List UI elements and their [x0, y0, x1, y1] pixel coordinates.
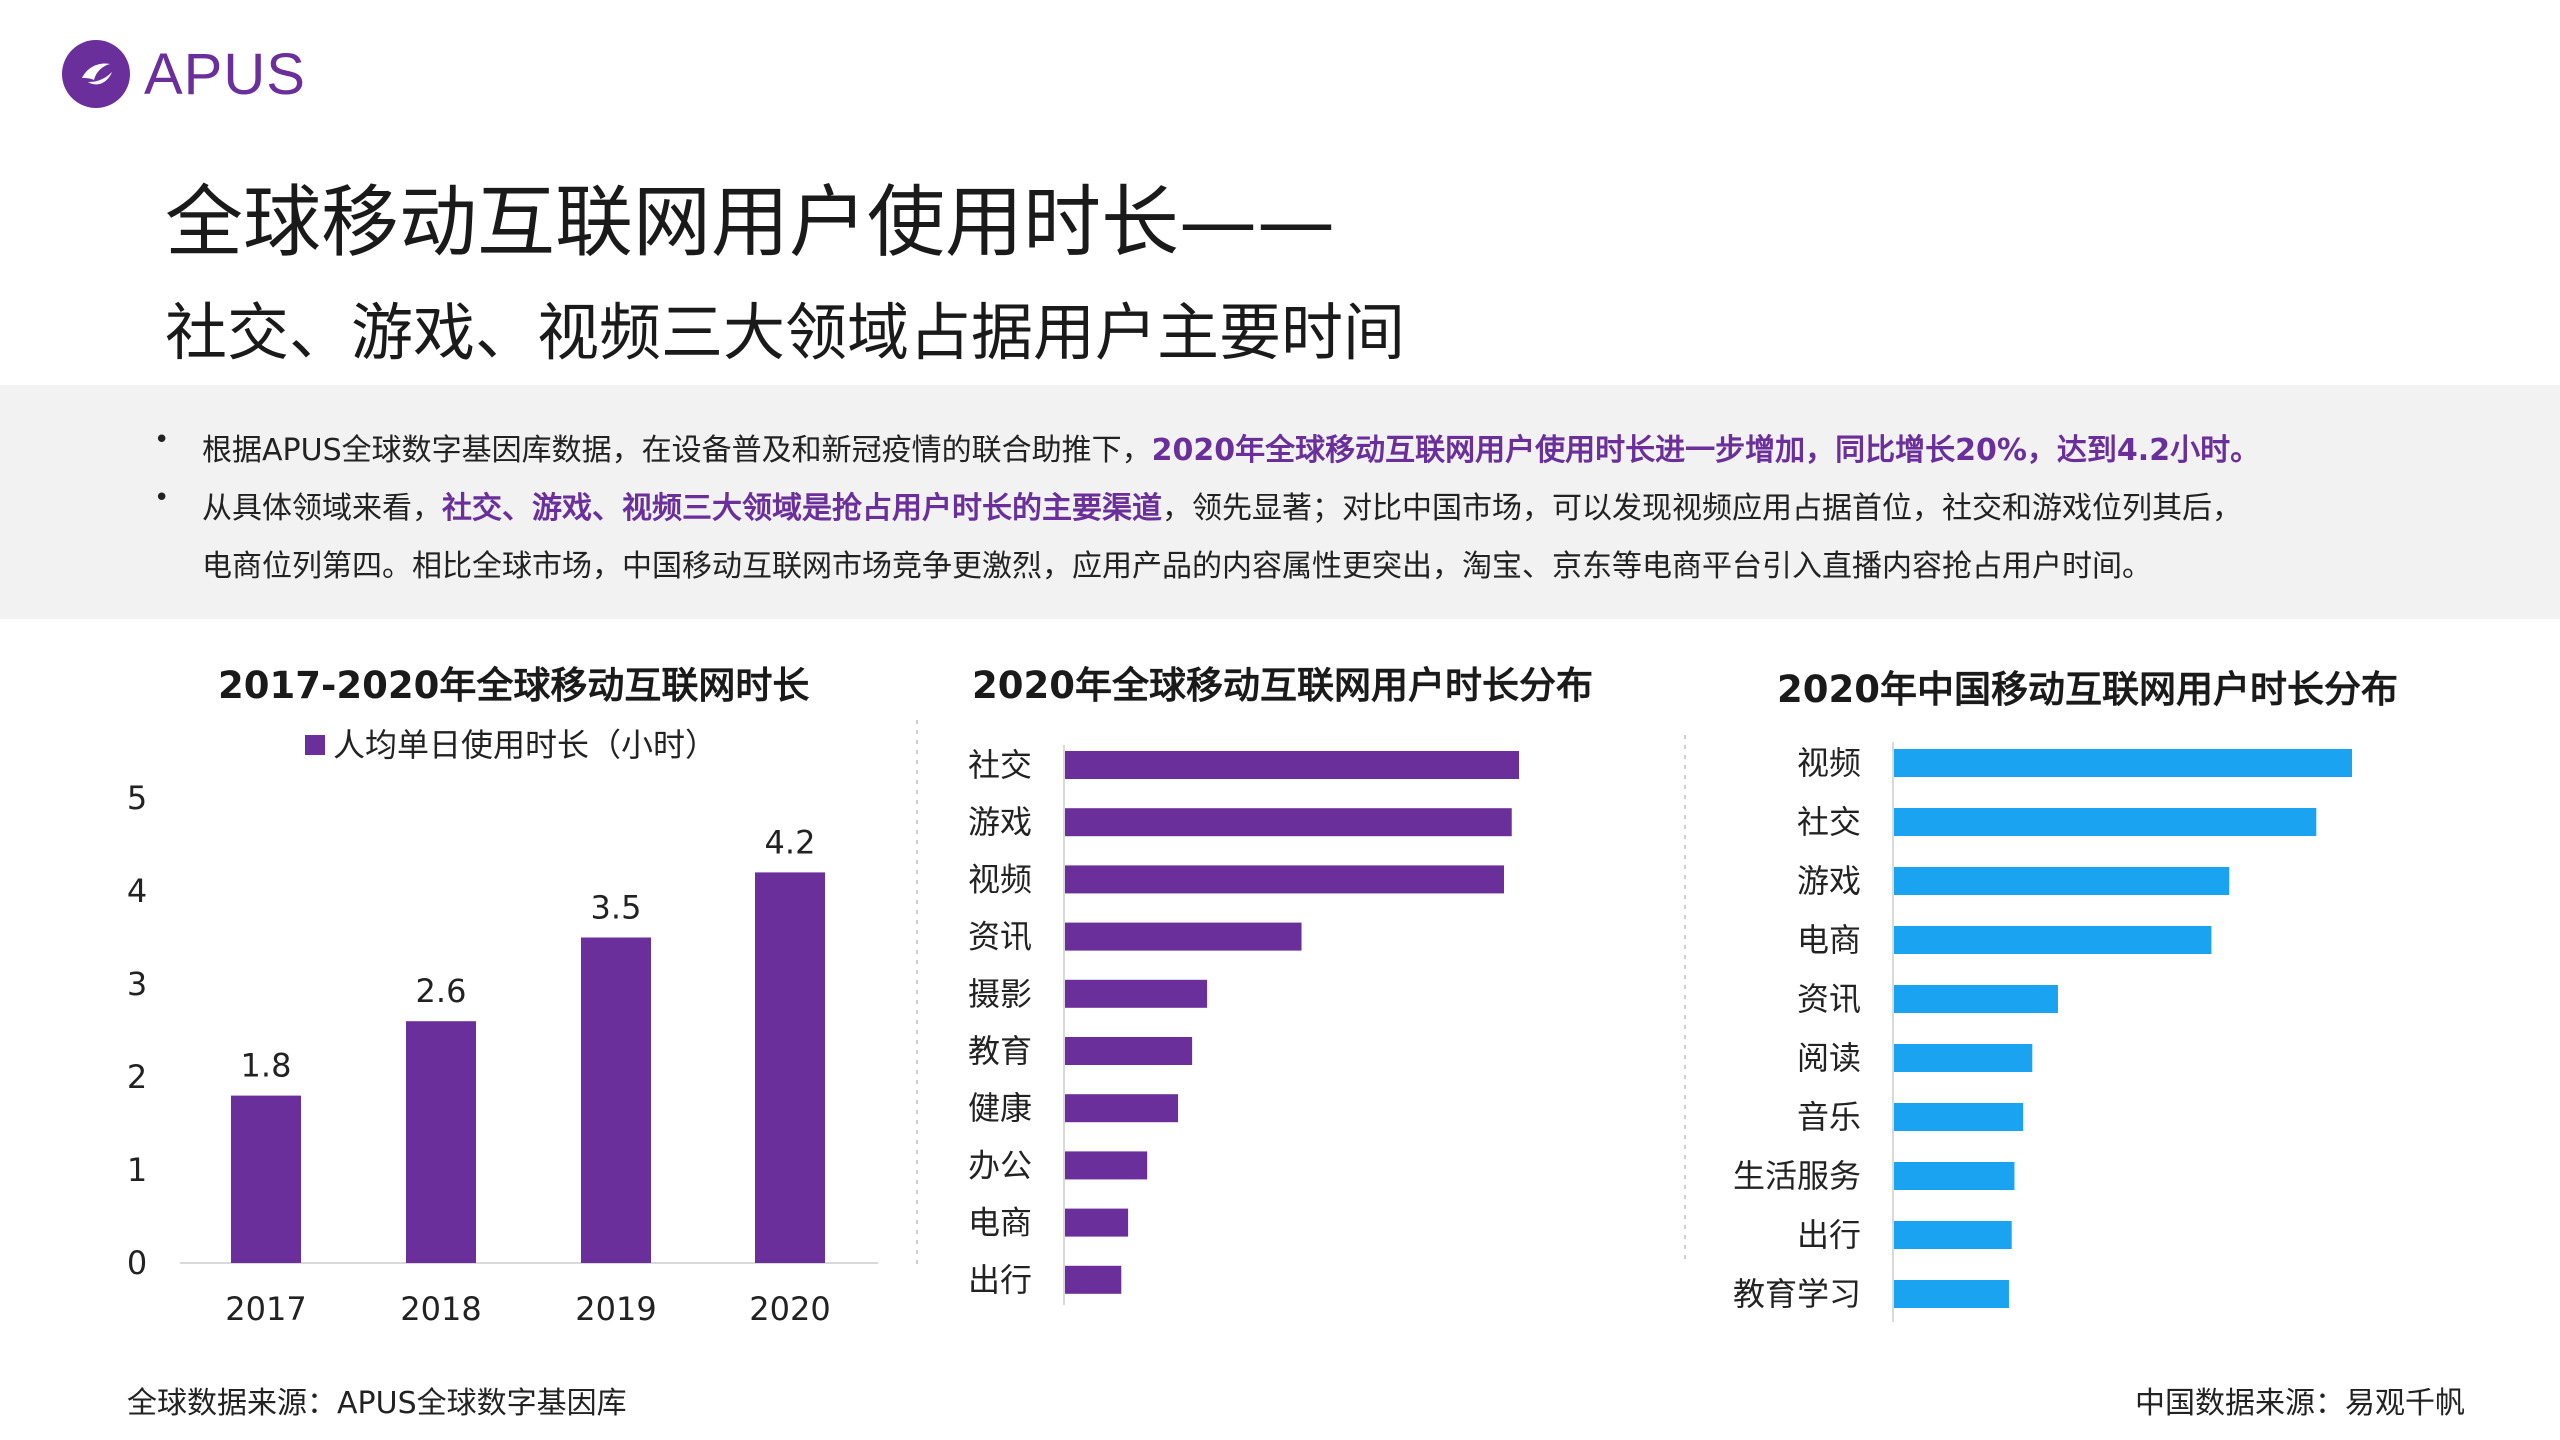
- category-label: 生活服务: [1733, 1157, 1861, 1195]
- category-label: 教育: [968, 1032, 1032, 1070]
- category-label: 出行: [968, 1261, 1032, 1299]
- category-label: 健康: [968, 1089, 1032, 1127]
- y-tick-label: 2: [127, 1058, 147, 1096]
- category-label: 社交: [968, 746, 1032, 784]
- page-title: 全球移动互联网用户使用时长——: [165, 178, 1336, 268]
- source-global: 全球数据来源：APUS全球数字基因库: [127, 1386, 627, 1421]
- category-label: 教育学习: [1733, 1275, 1861, 1313]
- chart3-title: 2020年中国移动互联网用户时长分布: [1777, 668, 2398, 711]
- apus-bird-icon: [62, 40, 130, 108]
- bar-资讯: [1894, 985, 2058, 1013]
- bar-电商: [1065, 1208, 1129, 1237]
- category-label: 游戏: [968, 803, 1032, 841]
- bar-游戏: [1065, 808, 1512, 837]
- category-label: 摄影: [968, 975, 1032, 1013]
- summary-text: 电商位列第四。相比全球市场，中国移动互联网市场竞争更激烈，应用产品的内容属性更突…: [202, 549, 2152, 584]
- x-tick-label: 2018: [400, 1290, 481, 1328]
- y-tick-label: 4: [127, 872, 147, 910]
- brand-name: APUS: [144, 41, 306, 107]
- category-label: 办公: [968, 1146, 1032, 1184]
- bar-视频: [1065, 865, 1505, 894]
- bar-教育学习: [1894, 1280, 2009, 1308]
- bar-2018: [406, 1021, 476, 1263]
- x-tick-label: 2020: [749, 1290, 830, 1328]
- category-label: 游戏: [1797, 862, 1861, 900]
- bar-教育: [1065, 1037, 1193, 1065]
- chart2-title: 2020年全球移动互联网用户时长分布: [972, 664, 1593, 707]
- bar-value-label: 3.5: [591, 889, 642, 927]
- chart1-title: 2017-2020年全球移动互联网时长: [218, 664, 810, 707]
- bar-2017: [231, 1095, 301, 1263]
- category-label: 资讯: [968, 918, 1032, 956]
- category-label: 资讯: [1797, 980, 1861, 1018]
- bar-value-label: 1.8: [241, 1047, 292, 1085]
- summary-text: 根据APUS全球数字基因库数据，在设备普及和新冠疫情的联合助推下，: [202, 433, 1152, 468]
- bar-视频: [1894, 749, 2352, 777]
- page-subtitle: 社交、游戏、视频三大领域占据用户主要时间: [165, 296, 1406, 369]
- bar-value-label: 2.6: [416, 972, 467, 1010]
- category-label: 视频: [968, 860, 1032, 898]
- summary-highlight: 2020年全球移动互联网用户使用时长进一步增加，同比增长20%，达到4.2小时。: [1151, 433, 2261, 468]
- bar-社交: [1894, 808, 2317, 836]
- bar-value-label: 4.2: [765, 823, 816, 861]
- bar-阅读: [1894, 1044, 2033, 1072]
- bar-社交: [1065, 751, 1519, 779]
- source-china: 中国数据来源：易观千帆: [2135, 1386, 2465, 1421]
- category-label: 阅读: [1797, 1039, 1861, 1077]
- bullet-dot-icon: •: [154, 425, 170, 455]
- summary-text: ，领先显著；对比中国市场，可以发现视频应用占据首位，社交和游戏位列其后，: [1162, 491, 2242, 526]
- y-tick-label: 1: [127, 1151, 147, 1189]
- bar-摄影: [1065, 979, 1208, 1008]
- bullet-dot-icon: •: [154, 483, 170, 513]
- category-label: 社交: [1797, 803, 1861, 841]
- bar-资讯: [1065, 922, 1302, 951]
- y-tick-label: 0: [127, 1244, 147, 1282]
- y-tick-label: 3: [127, 965, 147, 1003]
- bar-出行: [1065, 1265, 1122, 1294]
- legend-swatch: [305, 735, 325, 755]
- category-label: 音乐: [1797, 1098, 1861, 1136]
- legend-label: 人均单日使用时长（小时）: [333, 726, 717, 764]
- category-label: 视频: [1797, 744, 1861, 782]
- bar-2019: [581, 937, 651, 1263]
- summary-box: • 根据APUS全球数字基因库数据，在设备普及和新冠疫情的联合助推下，2020年…: [0, 385, 2560, 619]
- bar-游戏: [1894, 867, 2230, 895]
- bar-电商: [1894, 926, 2212, 954]
- category-label: 出行: [1797, 1216, 1861, 1254]
- x-tick-label: 2017: [225, 1290, 306, 1328]
- bar-音乐: [1894, 1103, 2024, 1131]
- y-tick-label: 5: [127, 779, 147, 817]
- bar-办公: [1065, 1151, 1148, 1180]
- category-label: 电商: [1797, 921, 1861, 959]
- bar-2020: [755, 872, 825, 1263]
- x-tick-label: 2019: [575, 1290, 656, 1328]
- bar-生活服务: [1894, 1162, 2015, 1190]
- summary-text: 从具体领域来看，: [202, 491, 442, 526]
- summary-highlight: 社交、游戏、视频三大领域是抢占用户时长的主要渠道: [442, 491, 1162, 526]
- bar-出行: [1894, 1221, 2012, 1249]
- bar-健康: [1065, 1094, 1179, 1123]
- category-label: 电商: [968, 1204, 1032, 1242]
- apus-logo: APUS: [62, 40, 306, 108]
